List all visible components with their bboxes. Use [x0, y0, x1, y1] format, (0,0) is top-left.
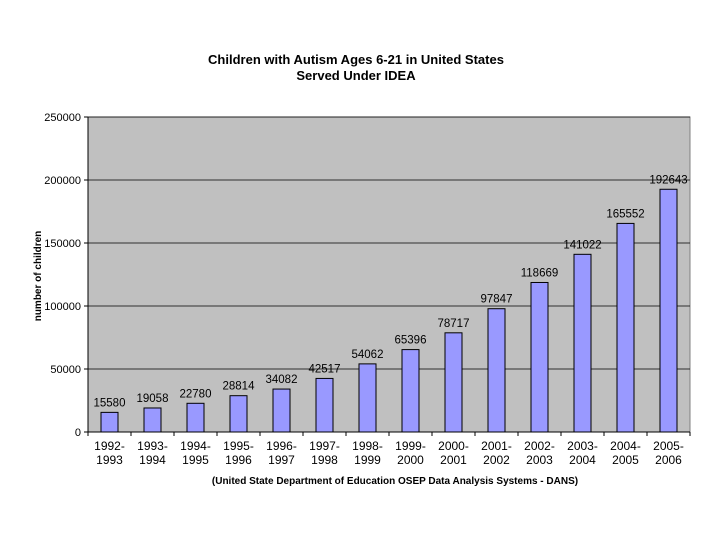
bar	[530, 281, 549, 433]
source-note: (United State Department of Education OS…	[212, 476, 578, 487]
y-axis-ticks: 0 50000 100000 150000 200000 250000	[44, 112, 690, 439]
x-tick-label: 1998-	[352, 439, 383, 453]
x-tick-label: 2004	[569, 453, 596, 467]
bar	[143, 407, 162, 433]
bar	[272, 388, 291, 433]
x-tick-label: 1998	[311, 453, 338, 467]
bar	[186, 402, 205, 433]
x-tick-label: 2004-	[610, 439, 641, 453]
x-tick-label: 1995-	[223, 439, 254, 453]
data-label: 42517	[309, 363, 341, 375]
x-tick-label: 2003-	[567, 439, 598, 453]
x-tick-label: 1994-	[180, 439, 211, 453]
y-axis-label: number of children	[33, 231, 44, 322]
data-label: 22780	[180, 388, 212, 400]
y-tick-label: 200000	[44, 175, 81, 187]
x-tick-label: 1996	[225, 453, 252, 467]
data-label: 15580	[94, 397, 126, 409]
data-labels: 15580 19058 22780 28814 34082 42517 54062 65396…	[94, 174, 688, 409]
x-tick-label: 2003	[526, 453, 553, 467]
x-tick-label: 1997	[268, 453, 295, 467]
x-tick-label: 2002-	[524, 439, 555, 453]
x-tick-label: 1993-	[137, 439, 168, 453]
data-label: 34082	[266, 374, 298, 386]
plot-area	[87, 116, 691, 433]
data-label: 165552	[606, 208, 644, 220]
x-tick-label: 2000	[397, 453, 424, 467]
y-tick-label: 100000	[44, 301, 81, 313]
x-tick-label: 1994	[139, 453, 166, 467]
x-tick-label: 2005	[612, 453, 639, 467]
bar	[315, 377, 334, 433]
data-label: 28814	[223, 381, 256, 393]
x-tick-label: 1999	[354, 453, 381, 467]
bar	[100, 411, 119, 433]
chart-title-line-1: Children with Autism Ages 6-21 in United…	[208, 52, 504, 67]
data-label: 118669	[521, 267, 559, 279]
bar	[401, 349, 420, 433]
y-tick-label: 150000	[44, 238, 81, 250]
data-label: 19058	[137, 393, 169, 405]
bar	[229, 395, 248, 433]
x-tick-label: 1993	[96, 453, 123, 467]
x-tick-label: 2000-	[438, 439, 469, 453]
data-label: 78717	[438, 318, 470, 330]
data-label: 97847	[481, 294, 513, 306]
x-axis-ticks: 1992-1993 1993-1994 1994-1995 1995-1996 1996…	[87, 432, 691, 467]
data-label: 54062	[352, 349, 384, 361]
x-tick-label: 2001-	[481, 439, 512, 453]
x-tick-label: 1999-	[395, 439, 426, 453]
x-tick-label: 2005-	[653, 439, 684, 453]
y-tick-label: 250000	[44, 112, 81, 124]
x-tick-label: 1995	[182, 453, 209, 467]
y-tick-label: 0	[75, 427, 81, 439]
x-tick-label: 1996-	[266, 439, 297, 453]
bar	[573, 253, 592, 433]
data-label: 65396	[395, 335, 427, 347]
chart-title-line-2: Served Under IDEA	[296, 68, 416, 83]
bar	[616, 222, 635, 433]
x-tick-label: 2006	[655, 453, 682, 467]
x-tick-label: 1992-	[94, 439, 125, 453]
bar	[358, 363, 377, 433]
bar	[487, 308, 506, 433]
bar	[659, 188, 678, 433]
data-label: 192643	[649, 174, 687, 186]
y-tick-label: 50000	[50, 364, 81, 376]
x-tick-label: 1997-	[309, 439, 340, 453]
x-tick-label: 2002	[483, 453, 510, 467]
x-tick-label: 2001	[440, 453, 467, 467]
bar	[444, 332, 463, 433]
data-label: 141022	[563, 239, 601, 251]
